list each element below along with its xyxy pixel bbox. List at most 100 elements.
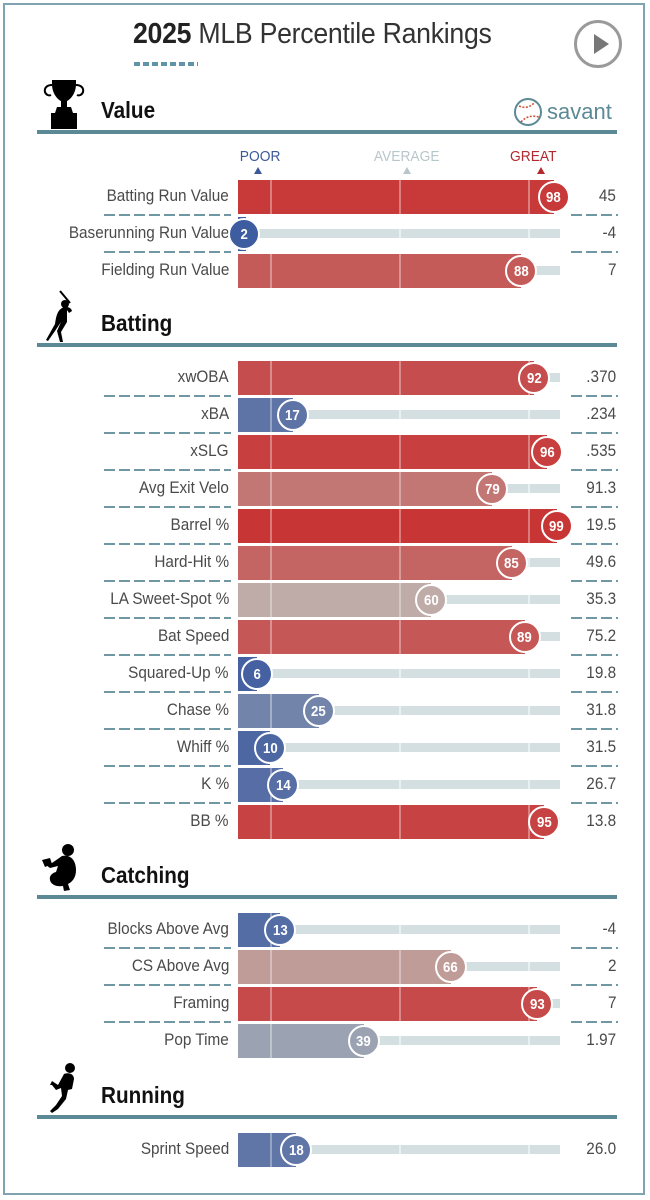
reference-tick	[270, 1024, 273, 1058]
reference-tick	[399, 546, 401, 580]
batter-icon	[38, 289, 90, 347]
reference-tick	[270, 1133, 273, 1167]
percentile-bubble[interactable]: 66	[434, 951, 467, 983]
section-title-value: Value	[101, 97, 156, 123]
metric-row: Fielding Run Value 88 7	[0, 254, 650, 288]
percentile-value: 17	[285, 406, 301, 424]
metric-label: Batting Run Value	[106, 186, 229, 205]
percentile-bar[interactable]	[238, 805, 544, 839]
percentile-bubble[interactable]: 2	[228, 218, 261, 250]
percentile-bar[interactable]	[238, 180, 554, 214]
scale-average-label: AVERAGE	[373, 148, 440, 165]
reference-tick	[399, 180, 401, 214]
great-marker-icon	[537, 167, 545, 174]
percentile-bubble[interactable]: 99	[540, 510, 573, 542]
row-separator	[104, 506, 231, 508]
metric-value: 19.5	[586, 515, 616, 534]
percentile-bar[interactable]	[238, 583, 432, 617]
percentile-bubble[interactable]: 60	[415, 584, 448, 616]
reference-tick	[270, 398, 273, 432]
row-separator	[571, 580, 618, 582]
section-title-running: Running	[101, 1082, 185, 1108]
row-separator	[104, 765, 231, 767]
percentile-value: 39	[356, 1032, 371, 1050]
row-separator	[571, 617, 618, 619]
reference-tick	[270, 254, 273, 288]
average-marker-icon	[403, 167, 411, 174]
metric-label: K %	[200, 774, 229, 793]
reference-tick	[399, 254, 401, 288]
row-separator	[571, 691, 618, 693]
percentile-value: 95	[536, 813, 552, 831]
track-tick	[527, 669, 530, 678]
section-divider	[37, 895, 617, 899]
percentile-bar[interactable]	[238, 546, 512, 580]
percentile-bar[interactable]	[238, 472, 493, 506]
trophy-icon	[38, 76, 90, 134]
percentile-bubble[interactable]: 13	[263, 914, 296, 946]
metric-label: LA Sweet-Spot %	[109, 589, 229, 608]
percentile-bubble[interactable]: 98	[537, 181, 570, 213]
percentile-bubble[interactable]: 88	[505, 255, 538, 287]
savant-logo[interactable]: savant	[513, 96, 612, 128]
reference-tick	[270, 435, 273, 469]
percentile-value: 96	[539, 443, 555, 461]
row-separator	[571, 984, 618, 986]
scale-poor-label: POOR	[239, 148, 281, 165]
percentile-bar[interactable]	[238, 361, 535, 395]
reference-tick	[399, 509, 401, 543]
metric-value: .535	[586, 441, 616, 460]
percentile-bubble[interactable]: 18	[279, 1134, 312, 1166]
metric-label: Barrel %	[170, 515, 229, 534]
section-divider	[37, 130, 617, 134]
percentile-bar[interactable]	[238, 1024, 364, 1058]
percentile-bubble[interactable]: 96	[531, 436, 564, 468]
metric-row: Bat Speed 89 75.2	[0, 620, 650, 654]
percentile-value: 13	[272, 921, 288, 939]
row-separator	[104, 691, 231, 693]
percentile-bubble[interactable]: 25	[302, 695, 335, 727]
percentile-bubble[interactable]: 10	[254, 732, 287, 764]
row-separator	[104, 984, 231, 986]
percentile-value: 93	[530, 995, 545, 1013]
row-separator	[571, 432, 618, 434]
metric-value: 26.7	[586, 774, 616, 793]
percentile-bar[interactable]	[238, 509, 557, 543]
percentile-bar[interactable]	[238, 254, 522, 288]
metric-label: Fielding Run Value	[100, 260, 229, 279]
percentile-bubble[interactable]: 79	[476, 473, 509, 505]
row-separator	[104, 1021, 231, 1023]
percentile-bar[interactable]	[238, 435, 548, 469]
percentile-bubble[interactable]: 93	[521, 988, 554, 1020]
row-separator	[104, 432, 231, 434]
percentile-bubble[interactable]: 6	[241, 658, 274, 690]
row-separator	[104, 654, 231, 656]
row-separator	[571, 947, 618, 949]
reference-tick	[270, 620, 273, 654]
track-tick	[527, 484, 530, 493]
percentile-bubble[interactable]: 85	[495, 547, 528, 579]
metric-row: Batting Run Value 98 45	[0, 180, 650, 214]
track-tick	[399, 780, 401, 789]
percentile-bar[interactable]	[238, 620, 525, 654]
metric-label: Hard-Hit %	[154, 552, 229, 571]
metric-row: Barrel % 99 19.5	[0, 509, 650, 543]
percentile-bubble[interactable]: 14	[267, 769, 300, 801]
percentile-bubble[interactable]: 92	[518, 362, 551, 394]
metric-row: LA Sweet-Spot % 60 35.3	[0, 583, 650, 617]
percentile-bar[interactable]	[238, 950, 451, 984]
reference-tick	[399, 583, 401, 617]
percentile-bar[interactable]	[238, 987, 538, 1021]
percentile-bubble[interactable]: 89	[508, 621, 541, 653]
percentile-bubble[interactable]: 39	[347, 1025, 380, 1057]
play-icon	[594, 34, 609, 54]
row-separator	[104, 728, 231, 730]
row-separator	[571, 765, 618, 767]
reference-tick	[527, 180, 530, 214]
percentile-bubble[interactable]: 17	[276, 399, 309, 431]
metric-value: 13.8	[586, 811, 616, 830]
metric-row: Baserunning Run Value 2 -4	[0, 217, 650, 251]
metric-value: -4	[602, 919, 616, 938]
play-button[interactable]	[574, 20, 622, 68]
percentile-bubble[interactable]: 95	[527, 806, 560, 838]
